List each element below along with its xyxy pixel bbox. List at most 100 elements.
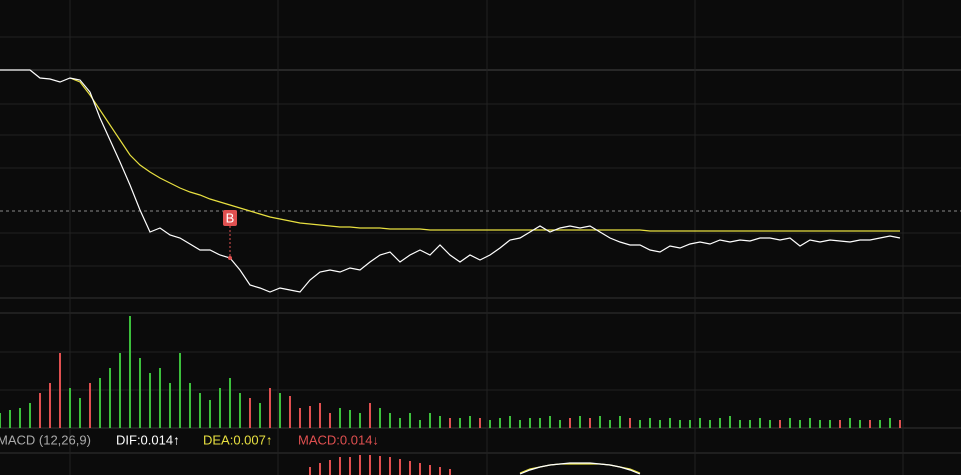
volume-bar	[79, 398, 81, 428]
volume-bar	[869, 420, 871, 428]
volume-bar	[19, 408, 21, 428]
volume-bar	[439, 416, 441, 428]
volume-bar	[419, 420, 421, 428]
volume-bar	[239, 393, 241, 428]
volume-bar	[759, 418, 761, 428]
volume-bar	[149, 373, 151, 428]
volume-bar	[699, 418, 701, 428]
marker-point	[228, 256, 232, 260]
volume-bar	[679, 420, 681, 428]
volume-bar	[259, 403, 261, 428]
volume-bar	[709, 420, 711, 428]
volume-bar	[429, 413, 431, 428]
volume-bar	[189, 383, 191, 428]
macd-bar	[369, 455, 371, 475]
volume-bar	[669, 418, 671, 428]
volume-bar	[489, 420, 491, 428]
macd-bar	[349, 457, 351, 475]
volume-bar	[689, 420, 691, 428]
volume-bar	[329, 413, 331, 428]
price-line	[0, 69, 901, 293]
volume-bar	[369, 403, 371, 428]
volume-bar	[199, 393, 201, 428]
volume-bar	[69, 388, 71, 428]
volume-bar	[509, 416, 511, 428]
volume-bar	[289, 396, 291, 428]
volume-bar	[209, 400, 211, 428]
volume-bar	[159, 368, 161, 428]
volume-bar	[339, 408, 341, 428]
macd-bar	[389, 457, 391, 475]
macd-label: MACD:0.014↓	[298, 432, 379, 447]
volume-bar	[409, 413, 411, 428]
dif-line	[519, 462, 641, 475]
macd-bar	[339, 457, 341, 475]
volume-bar	[739, 420, 741, 428]
volume-bar	[889, 418, 891, 428]
volume-bar	[849, 418, 851, 428]
volume-bar	[179, 353, 181, 428]
average-line	[69, 77, 900, 232]
volume-bar	[39, 393, 41, 428]
macd-bar	[319, 463, 321, 475]
volume-bar	[519, 420, 521, 428]
macd-bar	[439, 467, 441, 475]
volume-bar	[589, 418, 591, 428]
volume-bar	[59, 353, 61, 428]
macd-bar	[449, 469, 451, 475]
volume-bar	[829, 420, 831, 428]
macd-bar	[359, 455, 361, 475]
volume-bar	[379, 408, 381, 428]
dif-label: DIF:0.014↑	[116, 432, 180, 447]
volume-bar	[469, 416, 471, 428]
volume-bar	[49, 383, 51, 428]
volume-bar	[859, 420, 861, 428]
volume-bar	[89, 383, 91, 428]
volume-bar	[269, 388, 271, 428]
volume-bar	[879, 420, 881, 428]
volume-bar	[29, 403, 31, 428]
volume-bar	[899, 420, 901, 428]
marker-box	[223, 210, 237, 226]
volume-bar	[529, 418, 531, 428]
volume-bar	[249, 398, 251, 428]
volume-bar	[389, 413, 391, 428]
volume-bar	[99, 378, 101, 428]
macd-bar	[429, 465, 431, 475]
volume-bar	[619, 416, 621, 428]
volume-bar	[9, 410, 11, 428]
volume-bar	[479, 418, 481, 428]
volume-bar	[399, 418, 401, 428]
volume-bar	[729, 416, 731, 428]
volume-bar	[749, 420, 751, 428]
volume-bar	[359, 413, 361, 428]
volume-bar	[659, 420, 661, 428]
dea-line	[519, 463, 641, 474]
volume-bar	[579, 416, 581, 428]
dea-label: DEA:0.007↑	[203, 432, 272, 447]
volume-bar	[229, 378, 231, 428]
volume-bar	[219, 388, 221, 428]
volume-bar	[549, 416, 551, 428]
macd-bar	[379, 456, 381, 475]
volume-bar	[569, 418, 571, 428]
volume-bar	[609, 420, 611, 428]
volume-bar	[809, 418, 811, 428]
volume-bar	[769, 420, 771, 428]
volume-bar	[129, 316, 131, 428]
volume-bar	[449, 418, 451, 428]
macd-title: MACD (12,26,9)	[0, 432, 91, 447]
volume-bar	[779, 420, 781, 428]
volume-bar	[559, 420, 561, 428]
volume-bar	[799, 420, 801, 428]
volume-bar	[599, 416, 601, 428]
volume-bar	[719, 418, 721, 428]
volume-bar	[629, 418, 631, 428]
volume-bar	[819, 420, 821, 428]
volume-bar	[459, 418, 461, 428]
marker-label: B	[226, 210, 235, 225]
volume-bar	[639, 420, 641, 428]
volume-bar	[539, 418, 541, 428]
